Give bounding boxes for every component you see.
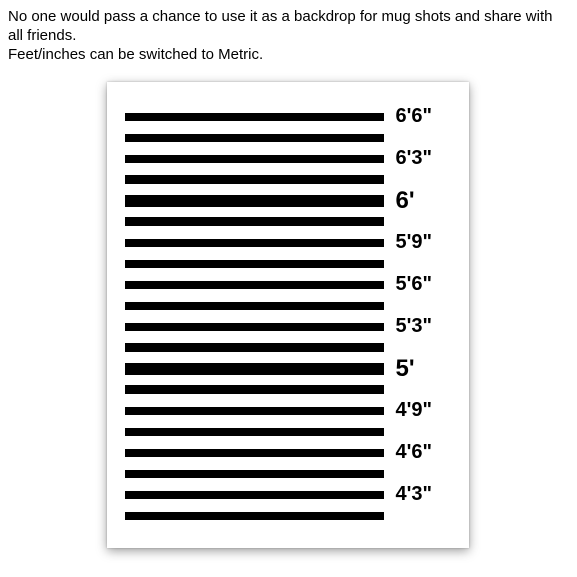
height-bar bbox=[125, 302, 384, 310]
height-chart-row: 6'3" bbox=[125, 148, 451, 169]
height-chart-row bbox=[125, 253, 451, 274]
height-label: 6'3" bbox=[384, 147, 432, 170]
height-chart-rows: 6'6" 6'3" 6' 5'9" 5'6" 5'3" 5' 4'9" 4'6" 4'3" bbox=[125, 106, 451, 526]
height-bar bbox=[125, 323, 384, 331]
height-chart-row: 5'6" bbox=[125, 274, 451, 295]
height-label: 6'6" bbox=[384, 105, 432, 128]
description-text: No one would pass a chance to use it as … bbox=[8, 8, 567, 64]
height-bar bbox=[125, 113, 384, 121]
height-chart-row: 5'9" bbox=[125, 232, 451, 253]
height-chart-row bbox=[125, 421, 451, 442]
height-chart-row bbox=[125, 295, 451, 316]
height-label: 5'6" bbox=[384, 273, 432, 296]
height-chart-row bbox=[125, 211, 451, 232]
poster-container: 6'6" 6'3" 6' 5'9" 5'6" 5'3" 5' 4'9" 4'6" 4'3" bbox=[8, 82, 567, 548]
height-bar bbox=[125, 343, 384, 352]
height-bar bbox=[125, 428, 384, 436]
height-bar bbox=[125, 449, 384, 457]
height-chart-row: 4'6" bbox=[125, 442, 451, 463]
page: No one would pass a chance to use it as … bbox=[0, 0, 577, 577]
height-chart-row bbox=[125, 127, 451, 148]
height-chart-row: 6' bbox=[125, 190, 451, 211]
height-chart-row: 6'6" bbox=[125, 106, 451, 127]
height-bar bbox=[125, 470, 384, 478]
height-bar bbox=[125, 363, 384, 375]
height-bar bbox=[125, 217, 384, 226]
height-bar bbox=[125, 260, 384, 268]
height-bar bbox=[125, 407, 384, 415]
height-label: 5'9" bbox=[384, 231, 432, 254]
height-bar bbox=[125, 134, 384, 142]
height-bar bbox=[125, 281, 384, 289]
height-bar bbox=[125, 155, 384, 163]
description-line-1: No one would pass a chance to use it as … bbox=[8, 8, 552, 44]
height-label: 4'3" bbox=[384, 483, 432, 506]
height-bar bbox=[125, 239, 384, 247]
height-chart-row: 5' bbox=[125, 358, 451, 379]
height-chart-row: 4'3" bbox=[125, 484, 451, 505]
height-chart-row: 5'3" bbox=[125, 316, 451, 337]
height-label: 5'3" bbox=[384, 315, 432, 338]
height-chart-poster: 6'6" 6'3" 6' 5'9" 5'6" 5'3" 5' 4'9" 4'6" 4'3" bbox=[107, 82, 469, 548]
height-chart-row bbox=[125, 505, 451, 526]
height-bar bbox=[125, 385, 384, 394]
description-line-2: Feet/inches can be switched to Metric. bbox=[8, 46, 263, 63]
height-chart-row bbox=[125, 379, 451, 400]
height-bar bbox=[125, 195, 384, 207]
height-bar bbox=[125, 175, 384, 184]
height-bar bbox=[125, 512, 384, 520]
height-label: 4'9" bbox=[384, 399, 432, 422]
height-bar bbox=[125, 491, 384, 499]
height-chart-row: 4'9" bbox=[125, 400, 451, 421]
height-label: 4'6" bbox=[384, 441, 432, 464]
height-chart-row bbox=[125, 463, 451, 484]
